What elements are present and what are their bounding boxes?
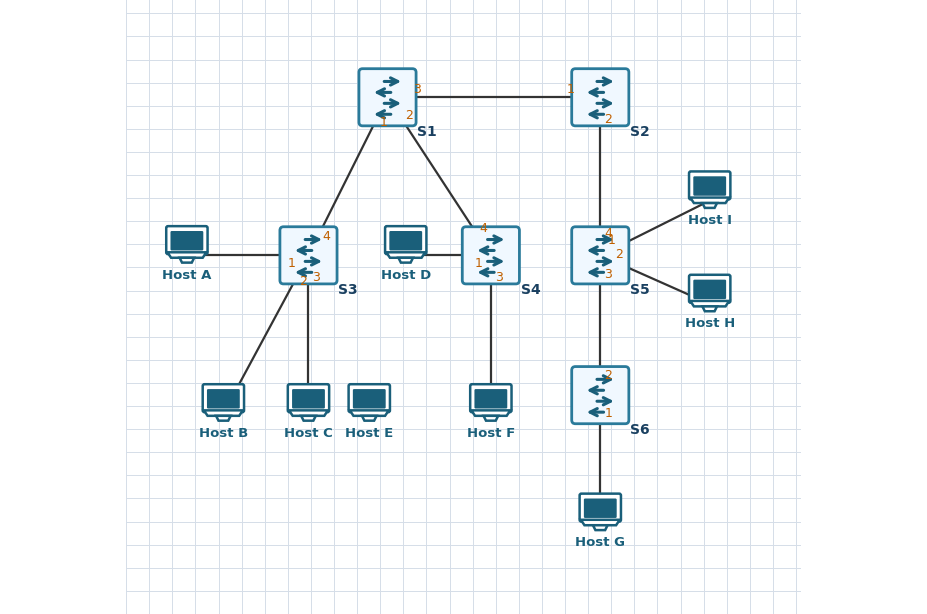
Text: Host H: Host H [684,317,735,330]
Polygon shape [484,416,498,421]
FancyBboxPatch shape [389,231,422,251]
Polygon shape [349,410,388,416]
Text: 3: 3 [312,271,321,284]
Polygon shape [301,416,316,421]
Text: 3: 3 [495,271,502,284]
Text: 3: 3 [604,268,612,281]
Text: 2: 2 [299,274,308,288]
Polygon shape [581,520,620,525]
FancyBboxPatch shape [207,389,240,408]
Text: S2: S2 [630,125,650,139]
FancyBboxPatch shape [171,231,203,251]
FancyBboxPatch shape [572,227,629,284]
Polygon shape [703,306,717,311]
Polygon shape [180,258,194,263]
Text: 1: 1 [475,257,483,270]
FancyBboxPatch shape [572,69,629,126]
Polygon shape [204,410,243,416]
Text: 1: 1 [604,406,612,419]
FancyBboxPatch shape [385,226,426,254]
Text: Host D: Host D [381,269,431,282]
Text: 1: 1 [287,257,296,270]
Text: 2: 2 [615,249,623,262]
FancyBboxPatch shape [287,384,329,412]
Text: S6: S6 [630,423,650,437]
Text: 1: 1 [379,117,387,130]
Polygon shape [387,252,425,258]
FancyBboxPatch shape [693,176,726,196]
Text: Host E: Host E [345,427,393,440]
Text: S1: S1 [417,125,437,139]
Text: 4: 4 [479,222,487,235]
Text: 2: 2 [604,113,612,126]
Text: Host B: Host B [198,427,248,440]
FancyBboxPatch shape [280,227,337,284]
FancyBboxPatch shape [203,384,244,412]
Text: 4: 4 [323,230,331,243]
Text: 4: 4 [604,227,612,239]
Text: Host C: Host C [284,427,333,440]
Text: 1: 1 [566,83,575,96]
FancyBboxPatch shape [693,279,726,299]
FancyBboxPatch shape [463,227,519,284]
Polygon shape [691,301,730,306]
Text: Host A: Host A [162,269,211,282]
Text: Host I: Host I [688,214,731,227]
FancyBboxPatch shape [359,69,416,126]
Polygon shape [703,203,717,208]
Text: S3: S3 [338,283,358,297]
Text: S5: S5 [630,283,650,297]
FancyBboxPatch shape [349,384,390,412]
Polygon shape [691,198,730,203]
Polygon shape [399,258,413,263]
FancyBboxPatch shape [166,226,208,254]
Polygon shape [168,252,207,258]
Text: 2: 2 [604,369,612,382]
FancyBboxPatch shape [572,367,629,424]
FancyBboxPatch shape [475,389,507,408]
Polygon shape [216,416,231,421]
Text: Host G: Host G [576,536,626,549]
FancyBboxPatch shape [292,389,324,408]
FancyBboxPatch shape [689,171,730,200]
FancyBboxPatch shape [353,389,386,408]
Text: Host F: Host F [466,427,515,440]
FancyBboxPatch shape [584,499,616,518]
Text: S4: S4 [521,283,540,297]
Text: 3: 3 [413,83,421,96]
Text: 1: 1 [608,234,616,247]
FancyBboxPatch shape [470,384,512,412]
Polygon shape [362,416,376,421]
Polygon shape [472,410,510,416]
Polygon shape [289,410,328,416]
FancyBboxPatch shape [689,275,730,303]
FancyBboxPatch shape [579,494,621,522]
Polygon shape [593,525,607,530]
Text: 2: 2 [405,109,413,122]
